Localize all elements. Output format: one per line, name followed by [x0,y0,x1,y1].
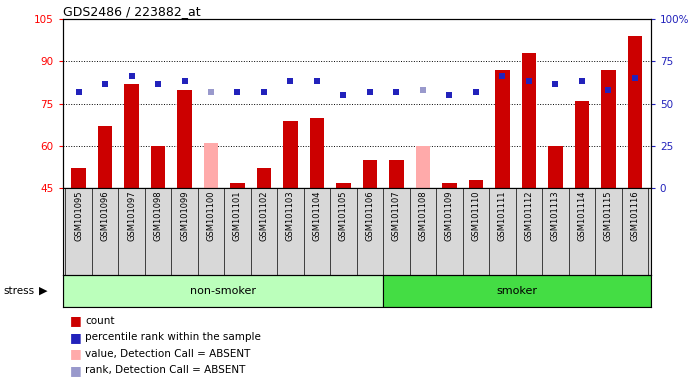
Bar [521,53,536,188]
Text: count: count [85,316,114,326]
Bar [495,70,509,188]
Text: rank, Detection Call = ABSENT: rank, Detection Call = ABSENT [85,365,245,375]
Point [179,78,190,84]
Text: GSM101095: GSM101095 [74,191,83,241]
Point [391,89,402,96]
Point [152,81,164,87]
Bar [383,275,651,307]
Bar [63,275,383,307]
Point [100,81,111,87]
Point [470,89,482,96]
Bar [601,70,616,188]
Bar [336,182,351,188]
Text: GSM101107: GSM101107 [392,191,401,242]
Bar [548,146,562,188]
Text: stress: stress [3,286,35,296]
Text: GSM101109: GSM101109 [445,191,454,241]
Text: GSM101103: GSM101103 [286,191,295,242]
Text: GSM101101: GSM101101 [233,191,242,241]
Text: GSM101106: GSM101106 [365,191,374,242]
Text: GSM101116: GSM101116 [631,191,640,242]
Text: GSM101098: GSM101098 [154,191,162,242]
Text: ▶: ▶ [39,286,47,296]
Bar [230,182,245,188]
Text: GSM101114: GSM101114 [578,191,587,241]
Text: non-smoker: non-smoker [190,286,256,296]
Text: GSM101102: GSM101102 [260,191,269,241]
Bar [97,126,112,188]
Text: value, Detection Call = ABSENT: value, Detection Call = ABSENT [85,349,251,359]
Text: GSM101110: GSM101110 [471,191,480,241]
Text: GSM101100: GSM101100 [207,191,216,241]
Bar [283,121,298,188]
Text: smoker: smoker [497,286,537,296]
Text: GDS2486 / 223882_at: GDS2486 / 223882_at [63,5,200,18]
Bar [468,180,483,188]
Text: ■: ■ [70,347,81,360]
Text: GSM101105: GSM101105 [339,191,348,241]
Point [232,89,243,96]
Text: GSM101104: GSM101104 [313,191,322,241]
Bar [177,89,192,188]
Text: ■: ■ [70,314,81,327]
Bar [204,143,219,188]
Text: GSM101096: GSM101096 [100,191,109,242]
Text: GSM101115: GSM101115 [604,191,613,241]
Point [338,92,349,98]
Bar [151,146,165,188]
Text: GSM101099: GSM101099 [180,191,189,241]
Point [444,92,455,98]
Point [258,89,269,96]
Point [126,73,137,79]
Bar [442,182,457,188]
Point [523,78,535,84]
Bar [363,160,377,188]
Bar [389,160,404,188]
Text: GSM101108: GSM101108 [418,191,427,242]
Text: GSM101111: GSM101111 [498,191,507,241]
Text: ■: ■ [70,364,81,377]
Point [603,86,614,93]
Text: GSM101113: GSM101113 [551,191,560,242]
Bar [575,101,590,188]
Text: percentile rank within the sample: percentile rank within the sample [85,332,261,342]
Bar [628,36,642,188]
Bar [124,84,139,188]
Point [205,89,216,96]
Point [311,78,322,84]
Point [629,75,640,81]
Point [418,86,429,93]
Bar [416,146,430,188]
Bar [257,169,271,188]
Point [365,89,376,96]
Point [497,73,508,79]
Text: ■: ■ [70,331,81,344]
Text: GSM101112: GSM101112 [524,191,533,241]
Text: GSM101097: GSM101097 [127,191,136,242]
Point [285,78,296,84]
Point [576,78,587,84]
Point [550,81,561,87]
Bar [71,169,86,188]
Point [73,89,84,96]
Bar [310,118,324,188]
